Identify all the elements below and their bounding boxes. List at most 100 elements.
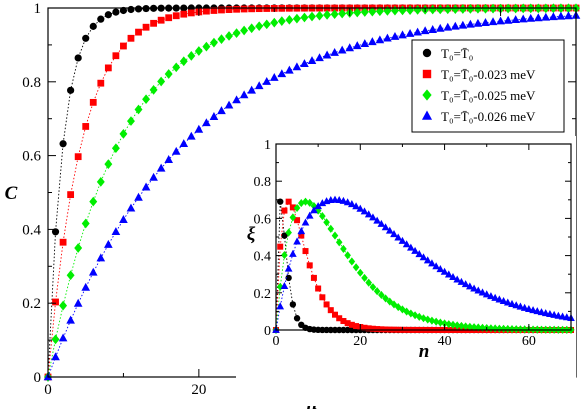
inset-data-point — [344, 320, 351, 327]
inset-data-point — [449, 272, 457, 281]
inset-data-point — [432, 317, 440, 326]
inset-series-s2 — [272, 197, 575, 335]
inset-data-point — [340, 244, 347, 253]
data-point — [119, 129, 128, 139]
inset-data-point — [466, 322, 474, 331]
data-point — [255, 5, 263, 13]
data-point — [150, 19, 157, 27]
inset-data-point — [310, 201, 318, 211]
data-point — [428, 4, 437, 15]
inset-data-point — [390, 230, 398, 238]
data-point — [74, 243, 83, 253]
inset-data-point — [361, 273, 368, 282]
data-point — [111, 143, 120, 154]
inset-data-point — [377, 219, 386, 227]
data-point — [66, 270, 75, 281]
data-point — [157, 76, 166, 87]
inset-data-point — [289, 301, 297, 308]
inset-data-point — [496, 324, 503, 333]
data-point — [135, 28, 142, 36]
inset-plot: 0 20 40 60 0 0.2 0.4 0.6 0.8 1 n ξ — [236, 136, 576, 406]
data-point — [127, 34, 135, 42]
legend-marker — [422, 48, 432, 58]
inset-data-point — [474, 286, 483, 294]
data-point — [322, 50, 332, 59]
inset-data-point — [407, 243, 415, 251]
data-point — [51, 228, 60, 236]
inset-data-point — [293, 315, 301, 322]
inset-data-point — [504, 324, 512, 333]
data-point — [210, 7, 218, 14]
data-point — [180, 10, 188, 18]
data-point — [300, 59, 309, 68]
inset-data-point — [373, 216, 381, 224]
inset-y-tick-label: 1 — [264, 138, 271, 153]
data-point — [247, 85, 256, 94]
data-point — [436, 4, 445, 15]
inset-data-point — [281, 251, 288, 260]
inset-data-point — [517, 325, 524, 334]
data-point — [217, 34, 226, 44]
data-point — [564, 11, 573, 20]
inset-data-point — [297, 199, 305, 208]
inset-data-point — [512, 301, 521, 309]
inset-data-point — [478, 288, 487, 296]
data-point — [202, 118, 211, 127]
inset-data-point — [353, 323, 360, 330]
data-point — [88, 267, 98, 276]
inset-data-point — [361, 324, 368, 331]
inset-y-tick-label: 0 — [264, 324, 271, 339]
inset-data-point — [378, 326, 385, 333]
data-point — [194, 124, 204, 133]
data-point — [134, 192, 143, 201]
data-point — [149, 85, 158, 95]
inset-data-point — [285, 274, 292, 282]
data-point — [97, 79, 105, 87]
y-tick-label: 0.2 — [22, 296, 41, 312]
main-plot: 0 20 40 60 0 0.2 0.4 0.6 0.8 1 n C — [5, 1, 581, 412]
data-point — [142, 23, 150, 31]
data-point — [165, 14, 173, 22]
inset-data-point — [436, 265, 445, 273]
data-point — [217, 106, 226, 115]
inset-data-point — [348, 200, 356, 208]
inset-data-point — [457, 277, 466, 285]
data-point — [413, 5, 422, 15]
data-point — [481, 3, 490, 14]
data-point — [89, 98, 97, 106]
inset-data-point — [285, 228, 292, 237]
inset-data-point — [487, 292, 495, 300]
inset-data-point — [385, 226, 394, 234]
y-tick-label: 0.8 — [22, 75, 41, 91]
main-y-axis-label: C — [5, 183, 18, 204]
legend-marker — [422, 89, 432, 101]
inset-data-point — [411, 246, 419, 254]
inset-data-point — [453, 321, 461, 330]
data-point — [209, 37, 218, 48]
inset-data-point — [364, 210, 373, 218]
data-point — [51, 352, 60, 361]
data-point — [187, 50, 196, 61]
inset-data-point — [314, 202, 322, 210]
y-tick-label: 0 — [34, 370, 42, 386]
data-point — [89, 22, 97, 30]
inset-data-point — [491, 293, 499, 301]
inset-data-point — [356, 268, 364, 277]
data-point — [149, 172, 158, 181]
inset-data-point — [386, 297, 394, 306]
data-point — [292, 62, 302, 71]
inset-data-point — [470, 284, 478, 292]
inset-data-point — [508, 325, 516, 334]
inset-data-point — [293, 203, 301, 213]
inset-data-point — [461, 280, 470, 288]
data-point — [360, 7, 369, 17]
legend-item-s0: T₀=T̄₀ — [422, 46, 473, 61]
data-point — [383, 33, 392, 42]
data-point — [209, 112, 219, 120]
inset-data-point — [280, 282, 289, 290]
inset-data-point — [403, 307, 410, 316]
inset-data-point — [415, 250, 424, 258]
data-point — [172, 62, 181, 73]
inset-data-point — [305, 211, 314, 219]
